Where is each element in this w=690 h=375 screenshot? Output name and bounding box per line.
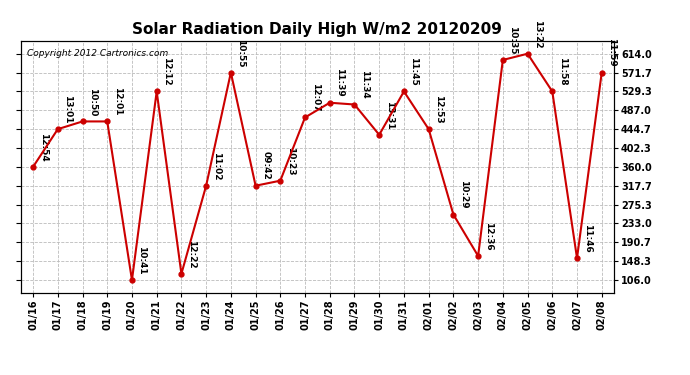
Text: 12:54: 12:54 <box>39 133 48 161</box>
Text: 12:22: 12:22 <box>187 240 196 268</box>
Text: 10:41: 10:41 <box>137 246 146 274</box>
Text: 11:34: 11:34 <box>360 70 369 99</box>
Title: Solar Radiation Daily High W/m2 20120209: Solar Radiation Daily High W/m2 20120209 <box>132 22 502 37</box>
Text: 09:42: 09:42 <box>261 152 270 180</box>
Text: 13:22: 13:22 <box>533 20 542 48</box>
Text: 10:50: 10:50 <box>88 87 97 116</box>
Text: 11:02: 11:02 <box>212 152 221 180</box>
Text: 11:58: 11:58 <box>558 57 567 86</box>
Text: 12:07: 12:07 <box>310 83 319 112</box>
Text: 12:53: 12:53 <box>434 95 443 124</box>
Text: 10:55: 10:55 <box>237 39 246 67</box>
Text: 11:45: 11:45 <box>409 57 419 86</box>
Text: Copyright 2012 Cartronics.com: Copyright 2012 Cartronics.com <box>27 49 168 58</box>
Text: 11:59: 11:59 <box>607 38 616 67</box>
Text: 13:01: 13:01 <box>63 95 72 124</box>
Text: 12:36: 12:36 <box>484 222 493 251</box>
Text: 10:35: 10:35 <box>509 26 518 54</box>
Text: 11:46: 11:46 <box>582 224 591 253</box>
Text: 10:29: 10:29 <box>459 180 468 209</box>
Text: 12:12: 12:12 <box>162 57 171 86</box>
Text: 10:23: 10:23 <box>286 147 295 175</box>
Text: 13:31: 13:31 <box>385 100 394 129</box>
Text: 11:39: 11:39 <box>335 68 344 97</box>
Text: 12:01: 12:01 <box>112 87 122 116</box>
